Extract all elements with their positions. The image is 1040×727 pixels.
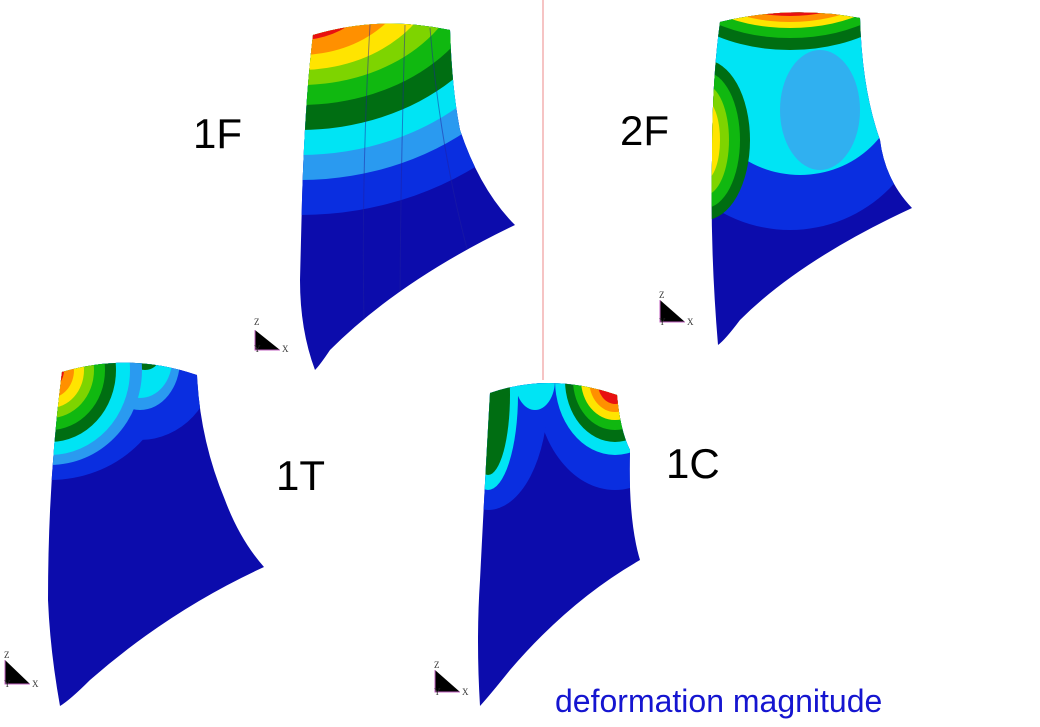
triad-x: X (462, 687, 469, 697)
mode-label: 2F (620, 107, 669, 154)
mode-label: 1T (276, 452, 325, 499)
blade-1f (0, 0, 600, 380)
triad-z: Z (4, 650, 10, 660)
mode-label: 1F (193, 110, 242, 157)
triad-z: Z (434, 660, 440, 670)
triad-y: Y (434, 687, 441, 697)
triad-z: Z (659, 290, 665, 300)
triad-y: Y (659, 317, 666, 327)
figure: 1F 2F 1T 1C Z Y X Z Y X Z Y X Z Y X defo… (0, 0, 1040, 727)
triad-x: X (282, 344, 289, 354)
triad-y: Y (4, 679, 11, 689)
blade-1c (428, 270, 695, 710)
blade-2f (650, 0, 930, 360)
mode-label: 1C (666, 440, 720, 487)
triad-y: Y (254, 344, 261, 354)
caption: deformation magnitude (555, 683, 882, 719)
blade-1t (0, 260, 280, 710)
triad-x: X (32, 679, 39, 689)
triad-x: X (687, 317, 694, 327)
triad-z: Z (254, 317, 260, 327)
